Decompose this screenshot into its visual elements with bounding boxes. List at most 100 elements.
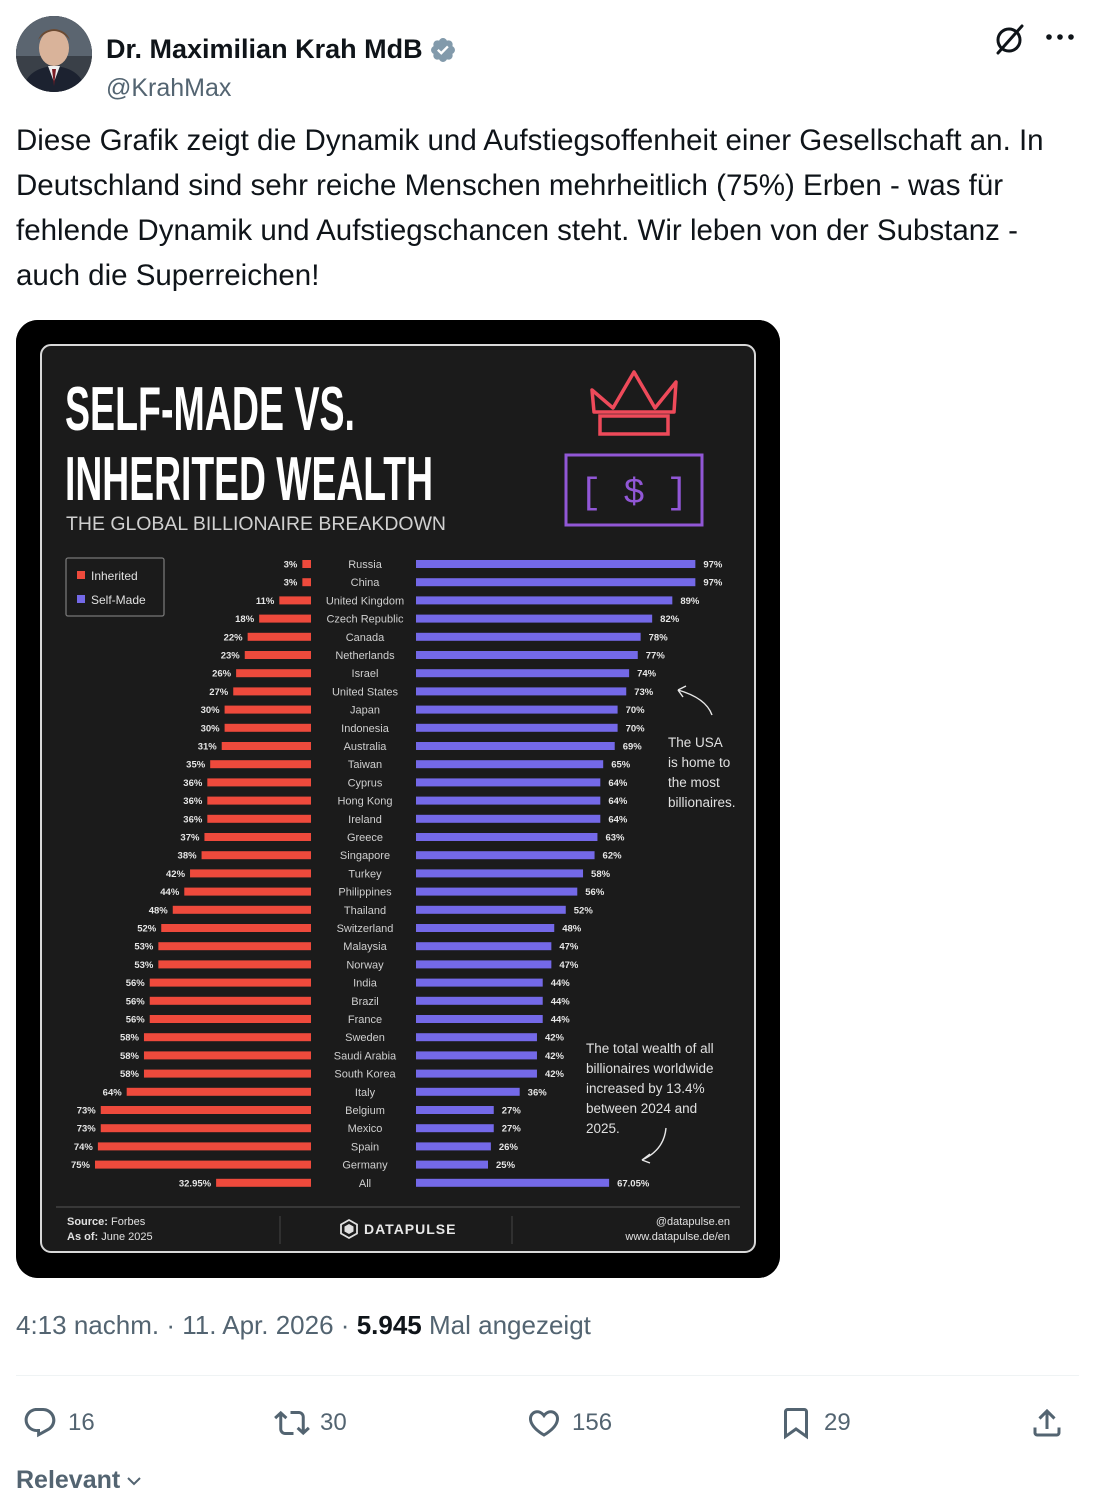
bar-inherited: [259, 614, 311, 623]
category-label: Netherlands: [335, 650, 395, 662]
bar-label-inherited: 3%: [284, 560, 298, 571]
category-label: Greece: [347, 832, 383, 844]
bar-label-selfmade: 44%: [551, 978, 571, 989]
divider: [16, 1375, 1079, 1376]
tweet-media-image[interactable]: SELF-MADE VS. INHERITED WEALTH THE GLOBA…: [16, 320, 780, 1278]
tweet-meta: 4:13 nachm. · 11. Apr. 2026 · 5.945 Mal …: [16, 1310, 591, 1341]
bar-selfmade: [416, 814, 601, 823]
reply-icon: [24, 1408, 56, 1438]
category-label: Hong Kong: [337, 796, 392, 808]
bar-label-selfmade: 44%: [551, 1015, 571, 1026]
author-handle[interactable]: @KrahMax: [106, 74, 232, 102]
bar-inherited: [100, 1106, 311, 1114]
bar-label-inherited: 58%: [120, 1069, 140, 1080]
bar-label-selfmade: 58%: [591, 869, 611, 880]
bar-label-selfmade: 70%: [626, 705, 646, 716]
bar-label-inherited: 26%: [212, 669, 232, 680]
bar-label-inherited: 44%: [160, 887, 180, 898]
bar-label-selfmade: 52%: [574, 905, 594, 916]
bar-label-inherited: 58%: [120, 1051, 140, 1062]
bookmark-button[interactable]: 29: [778, 1400, 851, 1446]
annotation-usa-line: the most: [668, 775, 720, 790]
tweet-time[interactable]: 4:13 nachm.: [16, 1310, 160, 1340]
bar-label-inherited: 30%: [201, 705, 221, 716]
category-label: China: [351, 577, 381, 589]
bar-label-selfmade: 97%: [703, 578, 723, 589]
grok-icon[interactable]: [993, 22, 1027, 56]
bar-selfmade: [416, 1069, 537, 1078]
bar-selfmade: [416, 996, 543, 1005]
bar-label-selfmade: 62%: [603, 851, 623, 862]
bar-label-inherited: 11%: [256, 596, 275, 607]
bar-label-inherited: 73%: [77, 1106, 97, 1117]
bar-inherited: [210, 760, 311, 769]
annotation-usa-line: The USA: [668, 735, 723, 750]
bar-selfmade: [416, 778, 601, 787]
more-options-icon[interactable]: [1045, 30, 1075, 44]
annotation-total-line: billionaires worldwide: [586, 1061, 714, 1076]
infographic-subtitle: THE GLOBAL BILLIONAIRE BREAKDOWN: [66, 514, 446, 535]
bar-label-inherited: 37%: [180, 833, 200, 844]
bar-label-selfmade: 36%: [528, 1087, 548, 1098]
bookmark-count: 29: [824, 1409, 851, 1436]
bar-selfmade: [416, 651, 638, 659]
meta-separator: ·: [340, 1310, 350, 1340]
retweet-button[interactable]: 30: [274, 1400, 347, 1446]
bar-label-selfmade: 42%: [545, 1069, 565, 1080]
bar-label-inherited: 31%: [198, 742, 218, 753]
action-bar: 16 30 156 29: [16, 1400, 1079, 1446]
bar-label-selfmade: 48%: [562, 924, 582, 935]
like-button[interactable]: 156: [526, 1400, 612, 1446]
bar-selfmade: [416, 1160, 488, 1169]
category-label: France: [348, 1014, 382, 1026]
bar-label-selfmade: 89%: [680, 596, 700, 607]
bar-selfmade: [416, 887, 578, 896]
bar-inherited: [221, 742, 311, 750]
category-label: Russia: [348, 559, 383, 571]
bar-label-selfmade: 47%: [559, 960, 579, 971]
category-label: Canada: [346, 632, 385, 644]
bar-inherited: [236, 669, 311, 678]
category-label: Spain: [351, 1141, 379, 1153]
bar-inherited: [149, 996, 311, 1005]
bar-inherited: [149, 1015, 311, 1023]
bar-inherited: [244, 651, 311, 659]
bar-selfmade: [416, 905, 566, 914]
category-label: Israel: [352, 668, 379, 680]
bar-selfmade: [416, 669, 630, 678]
bar-selfmade: [416, 978, 543, 987]
bar-label-inherited: 35%: [186, 760, 206, 771]
legend-inherited-swatch: [77, 571, 85, 579]
bar-selfmade: [416, 833, 598, 841]
svg-text:As of: June 2025: As of: June 2025: [67, 1231, 153, 1243]
category-label: United Kingdom: [326, 595, 404, 607]
views-count: 5.945: [356, 1310, 422, 1340]
category-label: Mexico: [348, 1123, 383, 1135]
bar-selfmade: [416, 687, 627, 696]
like-count: 156: [572, 1409, 613, 1436]
bar-label-selfmade: 82%: [660, 614, 680, 625]
category-label: Sweden: [345, 1032, 385, 1044]
bar-selfmade: [416, 596, 673, 605]
retweet-icon: [274, 1410, 310, 1436]
bar-label-selfmade: 25%: [496, 1160, 516, 1171]
bookmark-icon: [784, 1408, 808, 1440]
sort-replies-dropdown[interactable]: Relevant: [16, 1466, 144, 1495]
author-name[interactable]: Dr. Maximilian Krah MdB: [106, 34, 423, 64]
bar-label-inherited: 56%: [126, 978, 146, 989]
svg-text:[ $ ]: [ $ ]: [580, 473, 688, 514]
bar-label-selfmade: 64%: [608, 814, 628, 825]
reply-button[interactable]: 16: [22, 1400, 95, 1446]
bar-label-selfmade: 64%: [608, 778, 628, 789]
bar-label-inherited: 36%: [183, 814, 203, 825]
avatar[interactable]: [16, 16, 92, 92]
datapulse-logo: DATAPULSE: [340, 1218, 455, 1240]
category-label: Italy: [355, 1087, 376, 1099]
tweet-date[interactable]: 11. Apr. 2026: [182, 1310, 334, 1340]
bar-label-inherited: 36%: [183, 796, 203, 807]
bar-selfmade: [416, 924, 555, 932]
share-button[interactable]: [1029, 1400, 1065, 1446]
bar-label-selfmade: 47%: [559, 942, 579, 953]
category-label: Taiwan: [348, 759, 382, 771]
annotation-total: The total wealth of all billionaires wor…: [586, 1041, 714, 1164]
